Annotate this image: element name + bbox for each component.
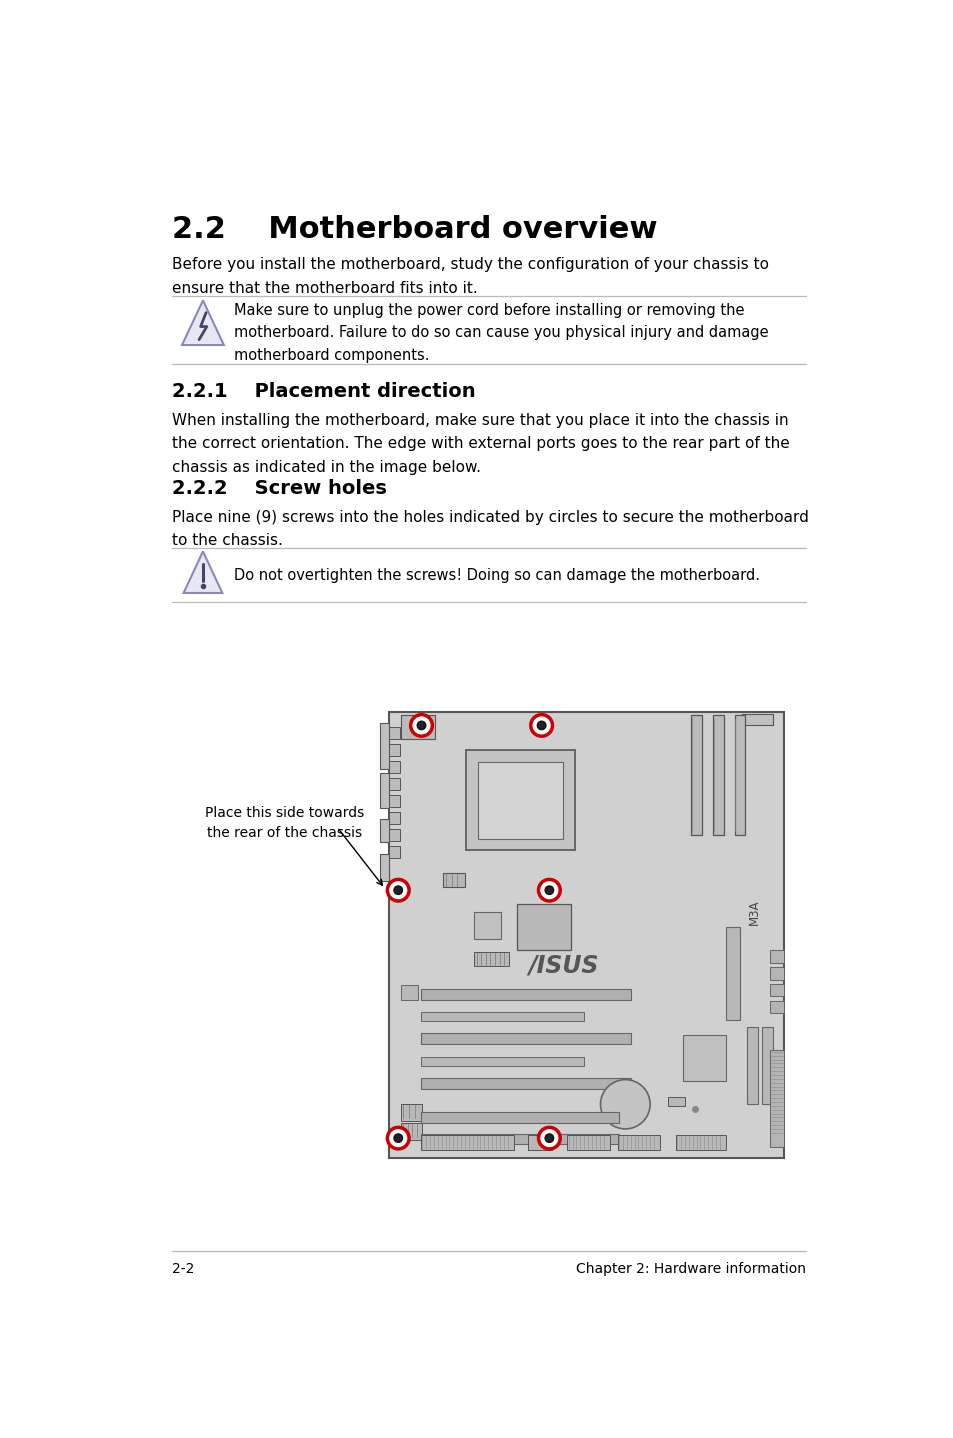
Bar — [421, 1133, 618, 1145]
Bar — [400, 985, 417, 1001]
Bar — [389, 761, 399, 774]
Bar — [682, 1035, 725, 1081]
Circle shape — [537, 880, 559, 902]
Circle shape — [544, 886, 553, 894]
Bar — [769, 951, 783, 962]
Bar — [379, 774, 389, 808]
Circle shape — [394, 886, 402, 894]
Circle shape — [416, 722, 425, 729]
Text: 2.2.2    Screw holes: 2.2.2 Screw holes — [172, 479, 386, 498]
Bar — [761, 1027, 773, 1104]
Bar — [421, 1034, 630, 1044]
Circle shape — [530, 715, 552, 736]
Bar — [389, 846, 399, 858]
Bar — [740, 713, 772, 725]
Text: Place nine (9) screws into the holes indicated by circles to secure the motherbo: Place nine (9) screws into the holes ind… — [172, 510, 808, 548]
Bar — [746, 1027, 757, 1104]
Bar — [400, 716, 435, 739]
Circle shape — [387, 1127, 409, 1149]
Circle shape — [394, 1135, 402, 1142]
Bar — [443, 873, 464, 887]
Bar — [389, 712, 783, 1158]
Text: Place this side towards
the rear of the chassis: Place this side towards the rear of the … — [205, 807, 363, 840]
Polygon shape — [182, 301, 224, 345]
Bar — [421, 1112, 618, 1123]
Bar — [691, 716, 701, 835]
Bar — [379, 820, 389, 843]
Bar — [769, 1001, 783, 1014]
Circle shape — [387, 880, 409, 902]
Circle shape — [599, 1080, 649, 1129]
Bar — [769, 968, 783, 979]
Circle shape — [537, 1127, 559, 1149]
Text: 2-2: 2-2 — [172, 1263, 194, 1276]
Bar — [769, 1050, 783, 1146]
Bar — [389, 828, 399, 841]
Bar — [477, 762, 562, 838]
Bar — [474, 952, 509, 966]
Bar — [528, 1135, 551, 1150]
Bar — [734, 716, 744, 835]
Bar — [769, 984, 783, 997]
Bar — [675, 1135, 725, 1150]
Bar — [712, 716, 723, 835]
Text: Chapter 2: Hardware information: Chapter 2: Hardware information — [576, 1263, 805, 1276]
Text: M3A: M3A — [747, 899, 760, 925]
Bar — [667, 1097, 684, 1106]
Text: 2.2    Motherboard overview: 2.2 Motherboard overview — [172, 214, 657, 244]
Bar — [466, 751, 575, 850]
Text: /ISUS: /ISUS — [528, 953, 598, 978]
Bar — [517, 905, 571, 951]
Circle shape — [537, 722, 545, 729]
Bar — [379, 723, 389, 769]
Bar — [421, 1057, 583, 1066]
Bar — [379, 854, 389, 881]
Bar — [421, 1078, 630, 1089]
Bar — [567, 1135, 609, 1150]
Bar — [474, 912, 500, 939]
Bar — [389, 795, 399, 807]
Bar — [389, 811, 399, 824]
Bar — [400, 1123, 422, 1140]
Bar — [389, 728, 399, 739]
Bar — [421, 989, 630, 999]
Bar — [389, 778, 399, 789]
Circle shape — [410, 715, 432, 736]
Text: When installing the motherboard, make sure that you place it into the chassis in: When installing the motherboard, make su… — [172, 413, 789, 475]
Bar — [389, 743, 399, 756]
Bar — [725, 928, 740, 1020]
Bar — [421, 1012, 583, 1021]
Text: Do not overtighten the screws! Doing so can damage the motherboard.: Do not overtighten the screws! Doing so … — [233, 568, 760, 584]
Text: 2.2.1    Placement direction: 2.2.1 Placement direction — [172, 383, 476, 401]
Polygon shape — [183, 551, 222, 592]
Bar — [421, 1135, 514, 1150]
Text: Before you install the motherboard, study the configuration of your chassis to
e: Before you install the motherboard, stud… — [172, 257, 768, 296]
Text: Make sure to unplug the power cord before installing or removing the
motherboard: Make sure to unplug the power cord befor… — [233, 302, 768, 364]
Bar — [617, 1135, 659, 1150]
Circle shape — [544, 1135, 553, 1142]
Bar — [400, 1104, 422, 1122]
